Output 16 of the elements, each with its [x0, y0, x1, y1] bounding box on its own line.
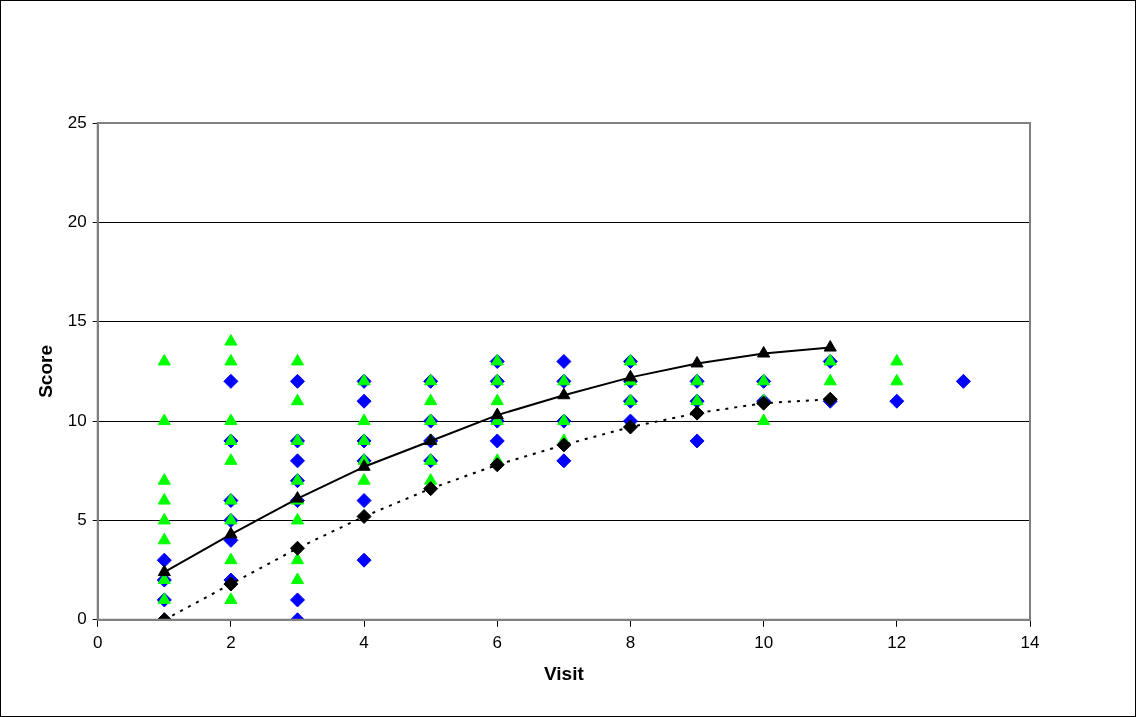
- x-tick-label: 14: [1020, 632, 1040, 652]
- x-tick-label: 8: [625, 632, 636, 652]
- x-tick-label: 4: [359, 632, 369, 652]
- y-tick-label: 0: [77, 609, 87, 629]
- y-tick-label: 5: [77, 510, 87, 530]
- x-tick-label: 6: [492, 632, 502, 652]
- x-axis-title: Visit: [543, 662, 585, 684]
- x-tick-label: 12: [887, 632, 907, 652]
- y-tick-label: 25: [67, 112, 87, 132]
- y-axis-title: Score: [34, 344, 56, 398]
- x-tick-label: 0: [92, 632, 103, 652]
- y-tick-label: 20: [67, 212, 87, 232]
- y-tick-label: 10: [67, 410, 87, 430]
- y-tick-label: 15: [67, 311, 87, 331]
- x-tick-label: 10: [754, 632, 774, 652]
- x-tick-label: 2: [226, 632, 236, 652]
